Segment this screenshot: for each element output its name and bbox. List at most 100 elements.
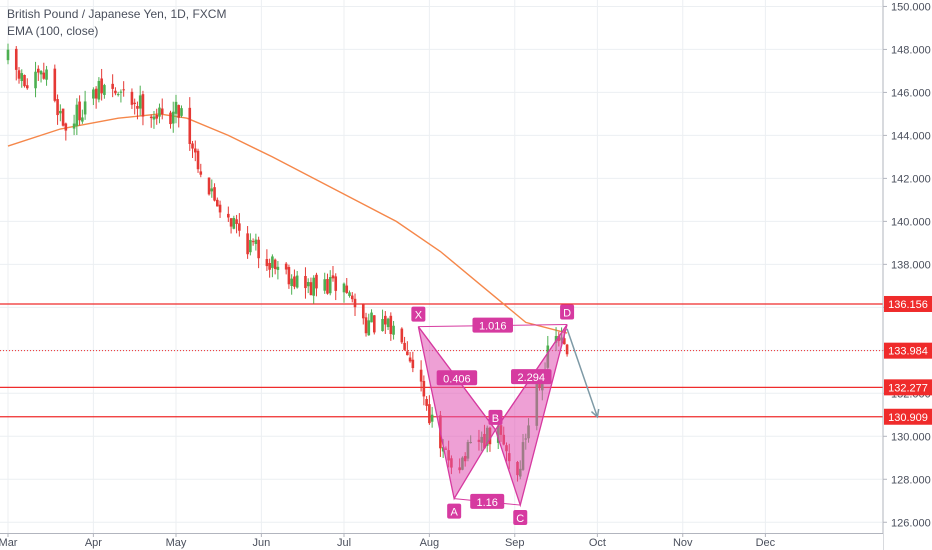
pattern-point-marker[interactable]: [560, 304, 575, 320]
level-price-label: 130.909: [888, 412, 928, 424]
harmonic-pattern[interactable]: 1.016 0.406 1.16 2.294 X A B C D: [411, 304, 600, 526]
candle-body: [361, 304, 365, 319]
candle-body: [25, 85, 29, 89]
price-tick-label: 146.000: [891, 87, 931, 99]
candle-body: [265, 259, 269, 267]
candle-body: [295, 275, 299, 288]
symbol-title[interactable]: British Pound / Japanese Yen, 1D, FXCM: [7, 7, 227, 21]
candle-body: [441, 447, 445, 452]
candle-body: [136, 106, 139, 109]
candle-body: [392, 325, 395, 335]
price-tick-label: 144.000: [891, 130, 931, 142]
price-tick-label: 150.000: [891, 1, 931, 13]
candle-body: [271, 256, 274, 268]
candle-body: [284, 263, 288, 270]
candle-body: [411, 359, 415, 369]
candle-body: [45, 69, 48, 80]
candle-body: [345, 285, 349, 293]
candle-body: [114, 90, 117, 94]
candle-body: [210, 188, 214, 192]
candle-body: [251, 241, 255, 243]
candle-body: [152, 116, 156, 120]
candle-body: [257, 239, 260, 259]
price-tick-label: 138.000: [891, 259, 931, 271]
candle-body: [61, 108, 65, 126]
candle-body: [334, 276, 338, 291]
candle-body: [422, 380, 426, 397]
candle-body: [227, 213, 230, 218]
candle-body: [59, 110, 62, 114]
price-tick-label: 148.000: [891, 44, 931, 56]
candle-body: [353, 298, 357, 308]
candle-body: [56, 99, 59, 116]
candle-body: [348, 292, 351, 296]
price-tick-label: 126.000: [891, 517, 931, 529]
candle-body: [364, 317, 368, 334]
candle-body: [130, 91, 134, 105]
candle-body: [309, 282, 313, 296]
pattern-point-marker[interactable]: [488, 409, 503, 425]
candle-body: [155, 115, 159, 119]
candle-body: [191, 143, 194, 149]
pattern-point-marker[interactable]: [411, 306, 426, 322]
candle-body: [430, 414, 434, 422]
time-tick-label: May: [166, 537, 187, 549]
candle-body: [419, 369, 423, 382]
candle-body: [293, 276, 296, 287]
candle-body: [323, 279, 327, 291]
candle-body: [328, 277, 332, 294]
candle-body: [81, 117, 84, 122]
level-price-tag: [884, 379, 932, 396]
candle-body: [554, 336, 558, 343]
pattern-point-label: B: [492, 413, 499, 425]
pattern-ratio-tag: [470, 493, 505, 509]
candle-body: [563, 338, 566, 345]
price-tick-label: 128.000: [891, 474, 931, 486]
pattern-point-marker[interactable]: [513, 510, 528, 526]
candle-body: [565, 344, 569, 355]
candle-body: [367, 320, 371, 336]
pattern-ratio-tag: [472, 317, 513, 333]
candle-body: [273, 259, 277, 270]
candle-body: [160, 108, 164, 115]
candle-body: [408, 357, 412, 362]
candle-body: [400, 328, 404, 343]
pattern-point-marker[interactable]: [447, 503, 462, 519]
candle-body: [75, 104, 79, 127]
candle-body: [249, 239, 252, 253]
candle-body: [372, 315, 376, 333]
ema-layer: [7, 113, 568, 334]
candle-body: [232, 217, 236, 229]
candle-body: [174, 101, 178, 114]
pattern-point-label: D: [563, 308, 571, 320]
candle-body: [304, 275, 307, 289]
candle-body: [386, 318, 390, 328]
pattern-point-label: C: [516, 513, 524, 525]
level-price-tag: [884, 295, 932, 312]
pattern-ratio-label: 0.406: [443, 373, 471, 385]
candle-body: [133, 102, 136, 104]
candle-body: [141, 94, 145, 117]
candle-body: [196, 150, 200, 170]
projection-arrow-line[interactable]: [566, 328, 599, 418]
pattern-ratio-label: 1.16: [477, 497, 498, 509]
candle-body: [100, 78, 103, 94]
level-price-label: 132.277: [888, 382, 928, 394]
candle-body: [406, 351, 409, 356]
candle-body: [188, 107, 192, 144]
candle-body: [39, 71, 43, 75]
pattern-ratio-tag: [436, 370, 478, 386]
pattern-point-label: A: [450, 507, 458, 519]
candle-body: [64, 123, 68, 131]
candle-body: [193, 148, 197, 153]
indicator-label[interactable]: EMA (100, close): [7, 24, 99, 38]
candle-body: [425, 399, 428, 406]
candle-body: [169, 112, 172, 125]
candle-body: [34, 71, 37, 89]
candle-body: [111, 83, 114, 89]
level-price-tag: [884, 408, 932, 425]
candle-body: [276, 266, 280, 270]
time-tick-label: Nov: [673, 537, 693, 549]
